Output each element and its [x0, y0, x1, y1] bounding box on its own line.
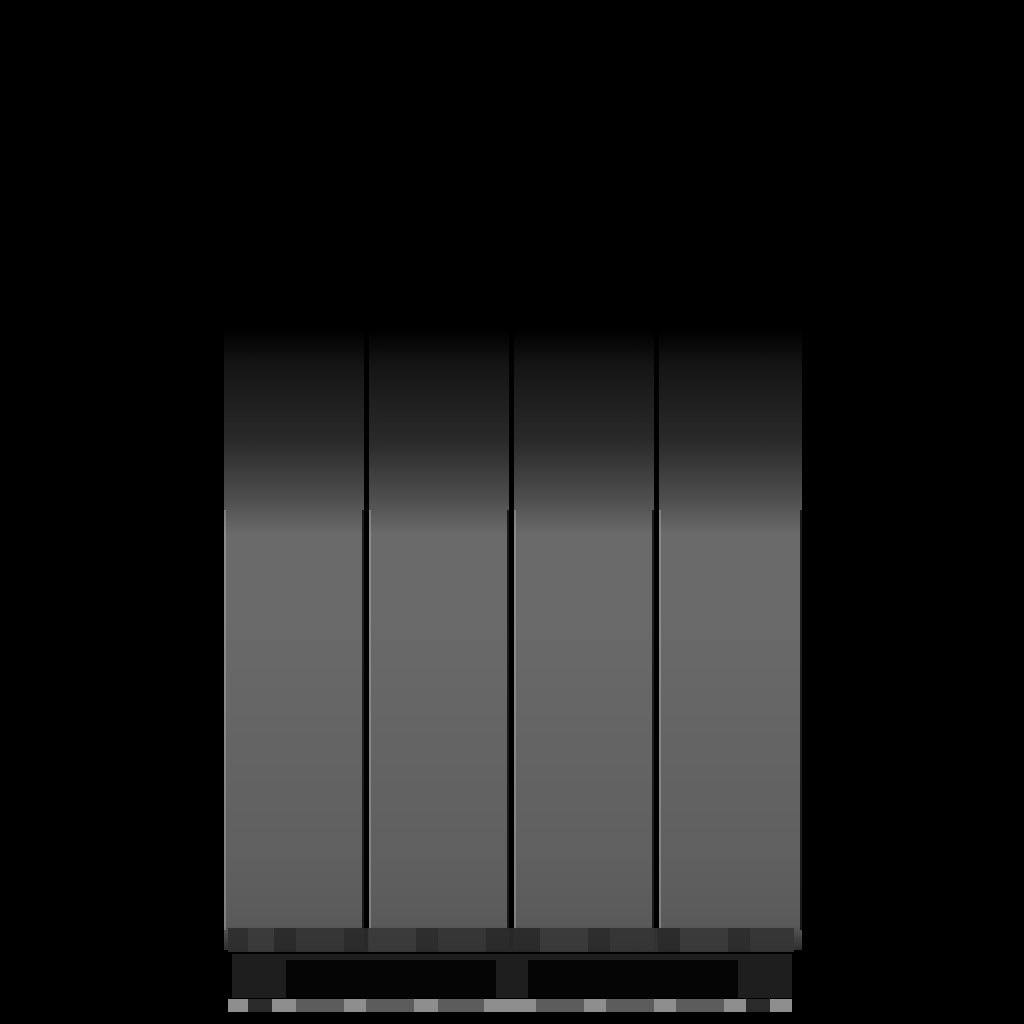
rail-segment — [248, 999, 272, 1012]
rail-segment — [344, 999, 366, 1012]
bottom-rail — [228, 999, 796, 1012]
rail-segment — [228, 999, 248, 1012]
rail-segment — [724, 999, 746, 1012]
rail-segment — [296, 999, 344, 1012]
rail-segment — [606, 999, 654, 1012]
pixelated-transition-row — [228, 928, 794, 952]
rail-segment — [676, 999, 724, 1012]
base-cutout-left — [286, 960, 496, 998]
rail-segment — [438, 999, 484, 1012]
rail-segment — [770, 999, 792, 1012]
vertical-panel-2 — [369, 330, 509, 950]
rail-segment — [584, 999, 606, 1012]
base-cutout-right — [528, 960, 738, 998]
vertical-panel-1 — [224, 330, 364, 950]
rail-segment — [366, 999, 414, 1012]
base-strip — [232, 954, 792, 998]
vertical-panel-3 — [514, 330, 654, 950]
rail-segment — [414, 999, 438, 1012]
panel-group — [224, 330, 802, 950]
vertical-panel-4 — [659, 330, 802, 950]
rail-segment — [484, 999, 536, 1012]
rail-segment — [746, 999, 770, 1012]
rail-segment — [272, 999, 296, 1012]
rail-segment — [536, 999, 584, 1012]
rail-segment — [654, 999, 676, 1012]
